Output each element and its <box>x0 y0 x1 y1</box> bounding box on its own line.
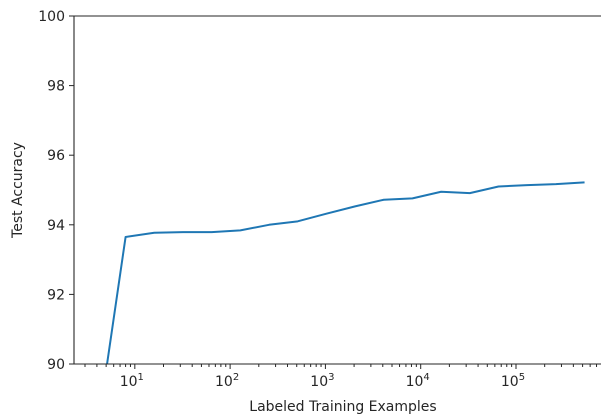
y-tick-label: 96 <box>47 148 65 164</box>
x-tick-exponent: 2 <box>233 372 239 383</box>
x-axis-label: Labeled Training Examples <box>249 399 436 415</box>
x-tick-exponent: 4 <box>423 372 429 383</box>
x-tick-base: 10 <box>310 374 328 390</box>
x-tick-label: 105 <box>501 372 525 390</box>
x-tick-exponent: 5 <box>519 372 525 383</box>
y-tick-label: 94 <box>47 218 65 234</box>
x-tick-exponent: 3 <box>328 372 334 383</box>
series-layer <box>106 181 585 364</box>
y-tick-label: 98 <box>47 79 65 95</box>
y-axis-label: Test Accuracy <box>10 142 26 239</box>
x-tick-base: 10 <box>120 374 138 390</box>
x-tick-base: 10 <box>215 374 233 390</box>
y-tick-label: 90 <box>47 357 65 373</box>
x-tick-label: 102 <box>215 372 239 390</box>
y-tick-label: 92 <box>47 287 65 303</box>
series-line <box>106 181 585 364</box>
x-tick-exponent: 1 <box>138 372 144 383</box>
y-tick-label: 100 <box>38 9 65 25</box>
x-tick-base: 10 <box>501 374 519 390</box>
x-tick-base: 10 <box>406 374 424 390</box>
x-tick-label: 103 <box>310 372 334 390</box>
x-axis: 101 102 103 104 105 <box>84 364 598 390</box>
y-axis: 90 92 94 96 98 100 <box>38 9 74 373</box>
x-tick-label: 104 <box>406 372 430 390</box>
x-tick-label: 101 <box>120 372 144 390</box>
